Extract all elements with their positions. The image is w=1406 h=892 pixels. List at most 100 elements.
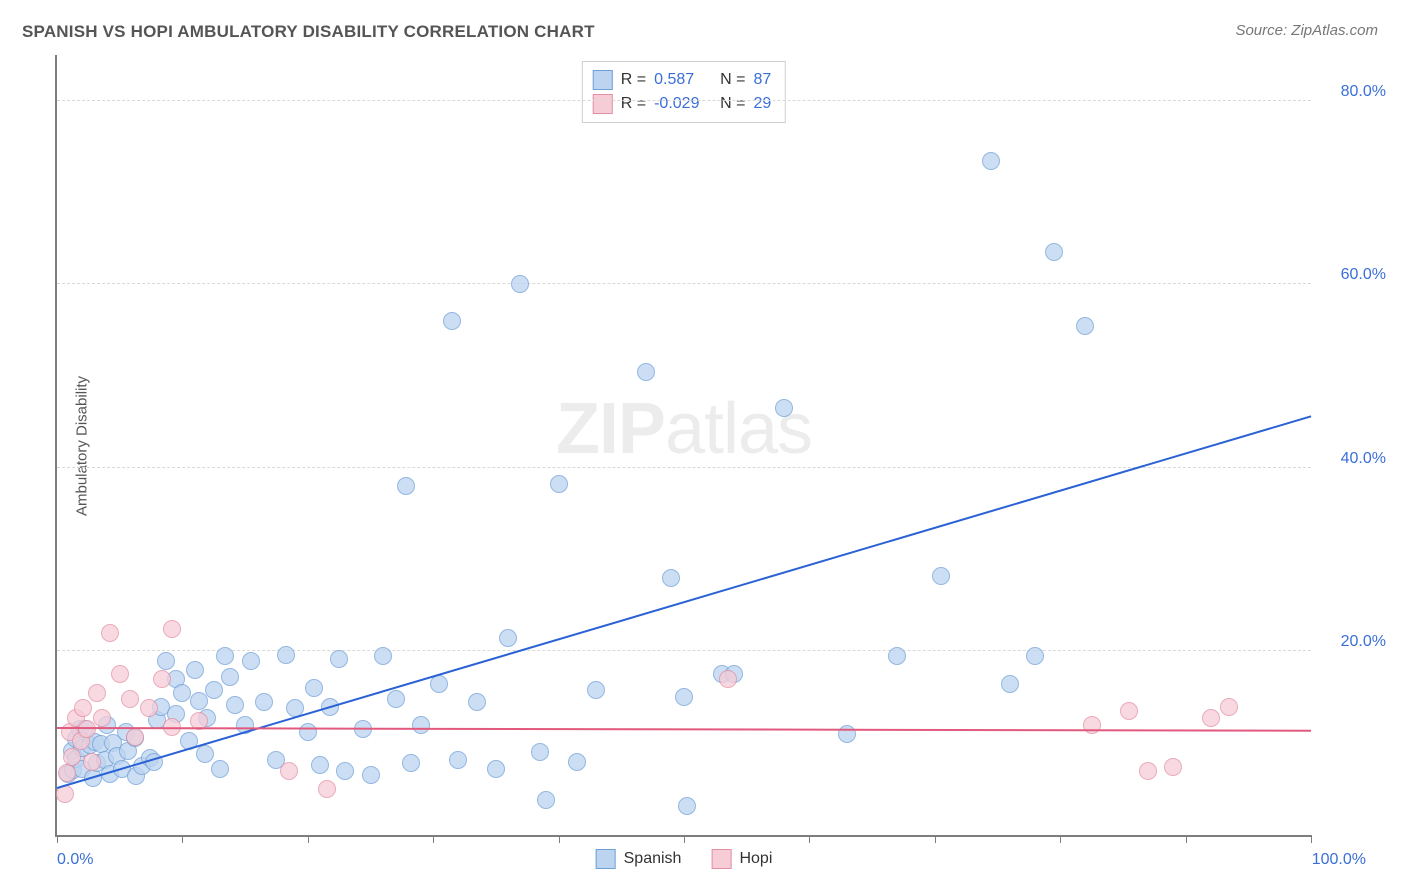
scatter-point [277,646,295,664]
legend-item-hopi: Hopi [711,849,772,869]
scatter-point [305,679,323,697]
y-tick-label: 60.0% [1321,266,1386,284]
scatter-point [63,748,81,766]
scatter-point [280,762,298,780]
scatter-point [982,152,1000,170]
r-label-spanish: R = [621,68,646,92]
scatter-point [58,764,76,782]
scatter-point [397,477,415,495]
scatter-point [362,766,380,784]
scatter-point [468,693,486,711]
y-tick-label: 80.0% [1321,83,1386,101]
scatter-point [412,716,430,734]
scatter-point [211,760,229,778]
scatter-point [537,791,555,809]
scatter-point [775,399,793,417]
swatch-spanish [593,70,613,90]
n-label-spanish: N = [720,68,745,92]
n-value-spanish: 87 [753,68,771,92]
r-value-hopi: -0.029 [654,92,712,116]
scatter-point [336,762,354,780]
x-tick [308,835,309,843]
scatter-point [311,756,329,774]
scatter-point [719,670,737,688]
legend-item-spanish: Spanish [596,849,682,869]
scatter-point [255,693,273,711]
scatter-point [531,743,549,761]
n-label-hopi: N = [720,92,745,116]
scatter-point [1076,317,1094,335]
scatter-point [157,652,175,670]
scatter-point [121,690,139,708]
scatter-point [449,751,467,769]
scatter-point [1164,758,1182,776]
legend-label-hopi: Hopi [739,850,772,868]
scatter-point [678,797,696,815]
scatter-point [140,699,158,717]
gridline [57,100,1311,101]
scatter-point [111,665,129,683]
scatter-point [387,690,405,708]
watermark: ZIPatlas [556,388,812,470]
gridline [57,650,1311,651]
scatter-point [78,720,96,738]
plot-area: ZIPatlas R = 0.587 N = 87 R = -0.029 N =… [55,55,1311,837]
scatter-point [242,652,260,670]
legend-swatch-spanish [596,849,616,869]
r-label-hopi: R = [621,92,646,116]
scatter-point [221,668,239,686]
scatter-point [226,696,244,714]
scatter-point [186,661,204,679]
scatter-point [216,647,234,665]
scatter-point [550,475,568,493]
bottom-legend: Spanish Hopi [596,849,773,869]
scatter-point [374,647,392,665]
scatter-point [1139,762,1157,780]
scatter-point [888,647,906,665]
scatter-point [196,745,214,763]
scatter-point [299,723,317,741]
n-value-hopi: 29 [753,92,771,116]
swatch-hopi [593,94,613,114]
gridline [57,283,1311,284]
scatter-point [662,569,680,587]
scatter-point [402,754,420,772]
trend-line [57,416,1312,790]
scatter-point [93,709,111,727]
scatter-point [190,692,208,710]
x-tick [559,835,560,843]
x-tick [1186,835,1187,843]
x-tick [935,835,936,843]
x-tick [1311,835,1312,843]
x-axis-max-label: 100.0% [1312,851,1366,869]
scatter-point [675,688,693,706]
scatter-point [1001,675,1019,693]
scatter-point [499,629,517,647]
y-tick-label: 40.0% [1321,450,1386,468]
source-attribution: Source: ZipAtlas.com [1235,22,1378,39]
scatter-point [1045,243,1063,261]
scatter-point [511,275,529,293]
scatter-point [1026,647,1044,665]
scatter-point [74,699,92,717]
scatter-point [83,753,101,771]
scatter-point [88,684,106,702]
stats-legend-box: R = 0.587 N = 87 R = -0.029 N = 29 [582,61,786,123]
x-tick [809,835,810,843]
gridline [57,467,1311,468]
stats-row-hopi: R = -0.029 N = 29 [593,92,771,116]
stats-row-spanish: R = 0.587 N = 87 [593,68,771,92]
scatter-point [153,670,171,688]
scatter-point [587,681,605,699]
r-value-spanish: 0.587 [654,68,712,92]
legend-label-spanish: Spanish [624,850,682,868]
scatter-point [101,624,119,642]
legend-swatch-hopi [711,849,731,869]
scatter-point [487,760,505,778]
scatter-point [126,728,144,746]
scatter-point [1120,702,1138,720]
scatter-point [205,681,223,699]
scatter-point [330,650,348,668]
watermark-zip: ZIP [556,389,665,469]
scatter-point [173,684,191,702]
